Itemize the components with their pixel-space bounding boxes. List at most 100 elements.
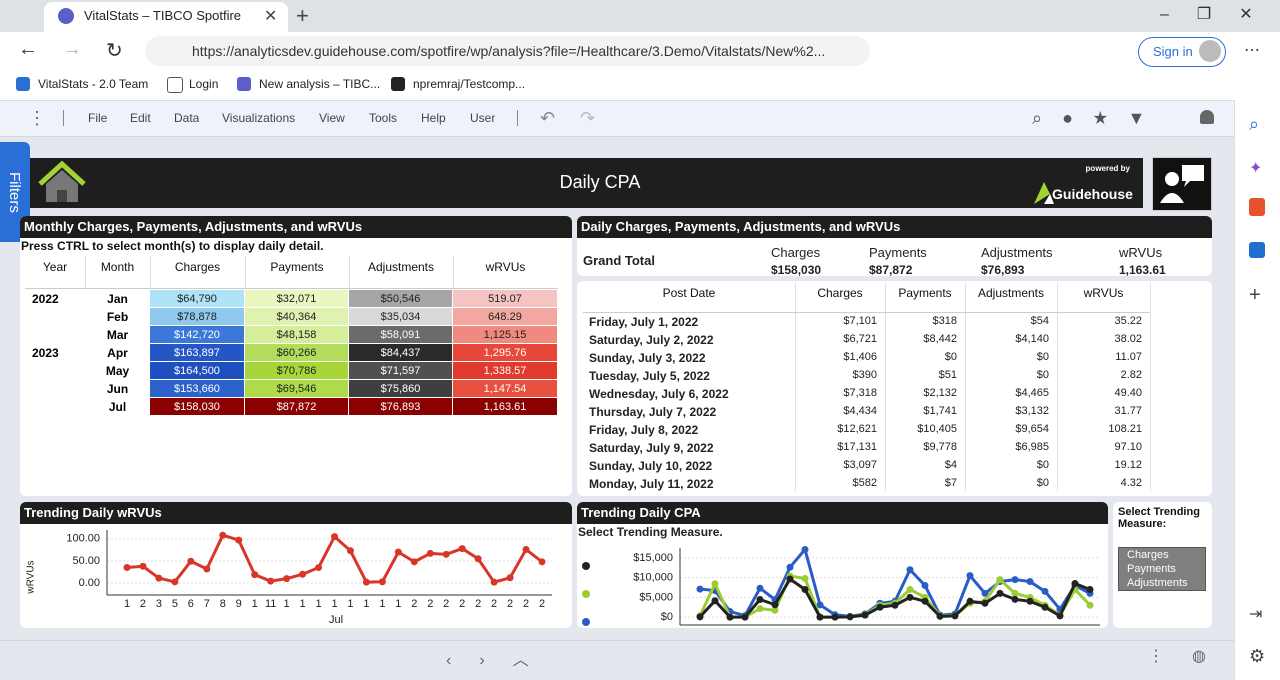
menu-item[interactable]: Help [421, 111, 446, 125]
x-tick-label: 11 [265, 598, 276, 610]
window-controls[interactable]: –❐✕ [1160, 6, 1280, 23]
bookmark[interactable]: npremraj/Testcomp... [413, 77, 526, 91]
address-bar[interactable] [145, 36, 870, 66]
y-axis-label: wRVUs [26, 560, 37, 594]
cell-value: 648.29 [488, 311, 522, 323]
summary-label: wRVUs [1119, 245, 1163, 260]
bookmark-icon[interactable] [167, 77, 183, 93]
redo[interactable]: ↷ [580, 108, 596, 128]
avatar[interactable] [1199, 40, 1221, 62]
back-button[interactable]: ← [18, 38, 38, 60]
menu-item[interactable]: File [88, 111, 108, 125]
y-tick-label: 50.00 [72, 555, 100, 567]
settings-icon[interactable]: ⚙ [1249, 646, 1266, 666]
globe[interactable]: ◍ [1192, 648, 1206, 665]
x-tick-label: 2 [539, 598, 545, 610]
selector-option[interactable]: Adjustments [1127, 577, 1188, 589]
sidebar-toggle[interactable]: ⇥ [1249, 606, 1263, 623]
x-tick-label: 2 [459, 598, 465, 610]
notifications[interactable] [1200, 110, 1214, 124]
header-line [583, 312, 1150, 313]
menu-item[interactable]: Edit [130, 111, 151, 125]
tab-close[interactable]: ✕ [264, 8, 278, 25]
menu-item[interactable]: Visualizations [222, 111, 296, 125]
data-point [1086, 585, 1094, 593]
sign-in-label[interactable]: Sign in [1153, 44, 1193, 59]
heat-cell [150, 362, 244, 379]
heat-cell [349, 290, 452, 307]
bookmark-icon[interactable] [16, 77, 30, 91]
data-point [711, 597, 719, 605]
heat-cell [349, 344, 452, 361]
heat-cell [150, 308, 244, 325]
status-menu[interactable]: ⋮ [1148, 648, 1164, 665]
data-point [771, 601, 779, 609]
x-tick-label: 2 [443, 598, 449, 610]
data-point [816, 601, 824, 609]
bookmark-icon[interactable] [237, 77, 251, 91]
cell-value: $142,720 [174, 329, 220, 341]
chart-title: Trending Daily wRVUs [20, 502, 572, 524]
column-header: Month [100, 260, 135, 274]
summary-value: $87,872 [869, 263, 913, 276]
bookmark-icon[interactable] [391, 77, 405, 91]
selector-list[interactable] [1118, 547, 1206, 591]
x-tick-label: 2 [475, 598, 481, 610]
data-point [155, 574, 163, 582]
x-tick-label: 2 [507, 598, 513, 610]
heat-cell [453, 380, 557, 397]
active-tab[interactable] [44, 2, 288, 32]
home-icon[interactable] [36, 160, 88, 206]
column-line [885, 283, 886, 491]
page-nav[interactable]: ‹›︿ [446, 652, 557, 669]
copilot-icon[interactable]: ✦ [1249, 160, 1263, 177]
cell-value: 97.10 [1114, 441, 1142, 453]
new-tab[interactable]: + [296, 3, 309, 28]
sign-in-button[interactable] [1138, 37, 1226, 67]
instruction: Press CTRL to select month(s) to display… [21, 239, 324, 253]
legend-marker [582, 590, 590, 598]
help-icon[interactable] [1154, 159, 1208, 207]
data-point [1041, 603, 1049, 611]
cell-value: $70,786 [276, 365, 317, 377]
post-date: Monday, July 11, 2022 [589, 477, 714, 491]
menu-item[interactable]: Data [174, 111, 200, 125]
cell-value: 31.77 [1114, 405, 1142, 417]
cell-value: $153,660 [174, 383, 220, 395]
bookmark[interactable]: Login [189, 77, 219, 91]
menu-icons[interactable]: ⌕●★▼ [1032, 108, 1166, 128]
reload-button[interactable]: ↻ [106, 40, 123, 62]
year: 2022 [32, 292, 59, 306]
bookmark[interactable]: VitalStats - 2.0 Team [38, 77, 149, 91]
url[interactable]: https://analyticsdev.guidehouse.com/spot… [192, 43, 826, 59]
cell-value: $32,071 [276, 293, 317, 305]
data-point [846, 613, 854, 621]
data-point [921, 582, 929, 590]
menu-sep [517, 110, 518, 126]
y-tick-label: 100.00 [66, 533, 100, 545]
data-point [474, 555, 482, 563]
data-point [996, 589, 1004, 597]
x-tick-label: 1 [347, 598, 353, 610]
legend-marker [582, 618, 590, 626]
cell-value: $87,872 [276, 401, 317, 413]
menu-handle[interactable]: ⋮ [28, 108, 46, 128]
selector-option[interactable]: Payments [1127, 563, 1176, 575]
add-icon[interactable]: + [1249, 284, 1261, 306]
undo[interactable]: ↶ [540, 108, 556, 128]
heat-cell [150, 290, 244, 307]
menu-item[interactable]: View [319, 111, 345, 125]
column-line [349, 256, 350, 288]
bookmark[interactable]: New analysis – TIBC... [259, 77, 381, 91]
selector-option[interactable]: Charges [1127, 549, 1169, 561]
year: 2023 [32, 346, 59, 360]
outlook-icon[interactable] [1249, 242, 1265, 258]
filters-label[interactable]: Filters [6, 172, 23, 213]
tab-title[interactable]: VitalStats – TIBCO Spotfire [84, 8, 242, 23]
menu-item[interactable]: Tools [369, 111, 398, 125]
more-button[interactable]: ⋯ [1244, 42, 1260, 59]
search-icon[interactable]: ⌕ [1249, 114, 1260, 134]
menu-item[interactable]: User [470, 111, 496, 125]
office-icon[interactable] [1249, 198, 1265, 216]
forward-button[interactable]: → [62, 38, 82, 60]
